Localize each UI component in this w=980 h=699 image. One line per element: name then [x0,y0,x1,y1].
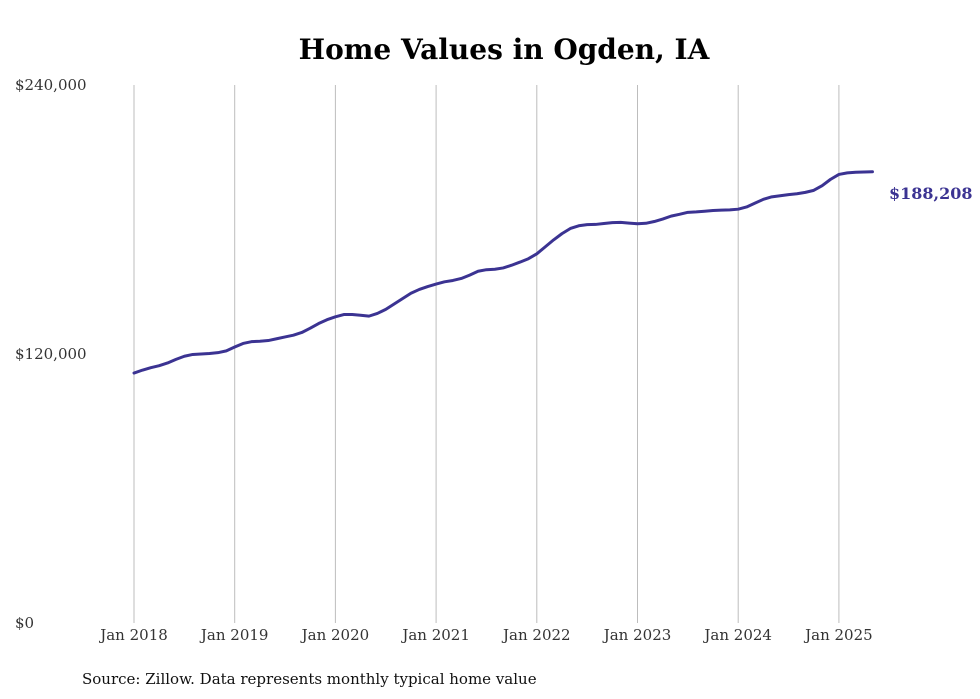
series-layer [132,170,874,375]
y-tick-label: $240,000 [15,76,87,94]
source-note: Source: Zillow. Data represents monthly … [82,670,537,688]
x-tick-label: Jan 2021 [400,626,470,644]
y-axis-ticks: $0 $120,000 $240,000 [15,76,87,632]
x-tick-label: Jan 2024 [702,626,772,644]
x-axis-ticks: Jan 2018 Jan 2019 Jan 2020 Jan 2021 Jan 2022… [98,626,872,644]
x-tick-label: Jan 2022 [501,626,571,644]
x-tick-label: Jan 2025 [803,626,873,644]
y-tick-label: $120,000 [15,345,87,363]
x-tick-label: Jan 2023 [602,626,672,644]
chart-title: Home Values in Ogden, IA [299,33,711,66]
gridlines [133,85,840,623]
x-tick-label: Jan 2020 [300,626,370,644]
y-tick-label: $0 [15,614,34,632]
x-tick-label: Jan 2018 [98,626,168,644]
end-value-label: $188,208 [889,184,973,203]
series-line [132,170,874,375]
x-tick-label: Jan 2019 [199,626,269,644]
